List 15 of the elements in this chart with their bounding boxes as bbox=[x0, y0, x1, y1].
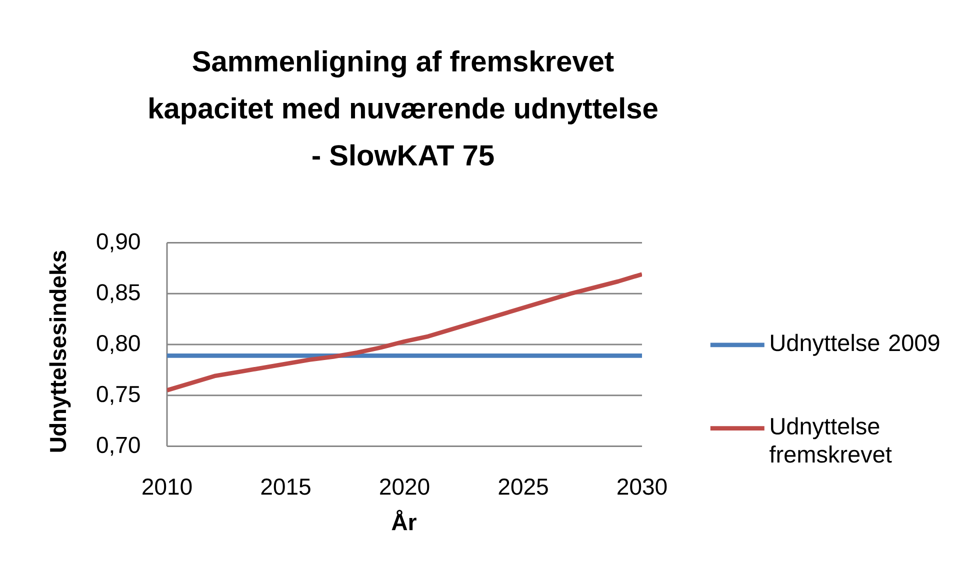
x-tick-label: 2015 bbox=[261, 478, 310, 495]
y-axis-title: Udnyttelsesindeks bbox=[49, 250, 71, 452]
x-tick-label: 2030 bbox=[618, 478, 667, 495]
y-tick-label: 0,85 bbox=[96, 284, 140, 304]
y-tick-label: 0,75 bbox=[96, 386, 140, 405]
legend-label: Udnyttelse fremskrevet bbox=[770, 417, 892, 463]
y-tick-label: 0,70 bbox=[96, 436, 140, 456]
x-tick-label: 2020 bbox=[380, 478, 430, 495]
y-tick-label: 0,80 bbox=[96, 334, 140, 354]
y-tick-label: 0,90 bbox=[96, 233, 140, 252]
legend-label: Udnyttelse 2009 bbox=[771, 334, 940, 356]
x-tick-label: 2010 bbox=[142, 478, 192, 495]
x-axis-title: År bbox=[392, 510, 416, 530]
chart-title: Sammenligning af fremskrevet kapacitet med nuværende udnyttelse - SlowKAT 75 bbox=[150, 50, 658, 166]
x-tick-label: 2025 bbox=[498, 478, 548, 495]
